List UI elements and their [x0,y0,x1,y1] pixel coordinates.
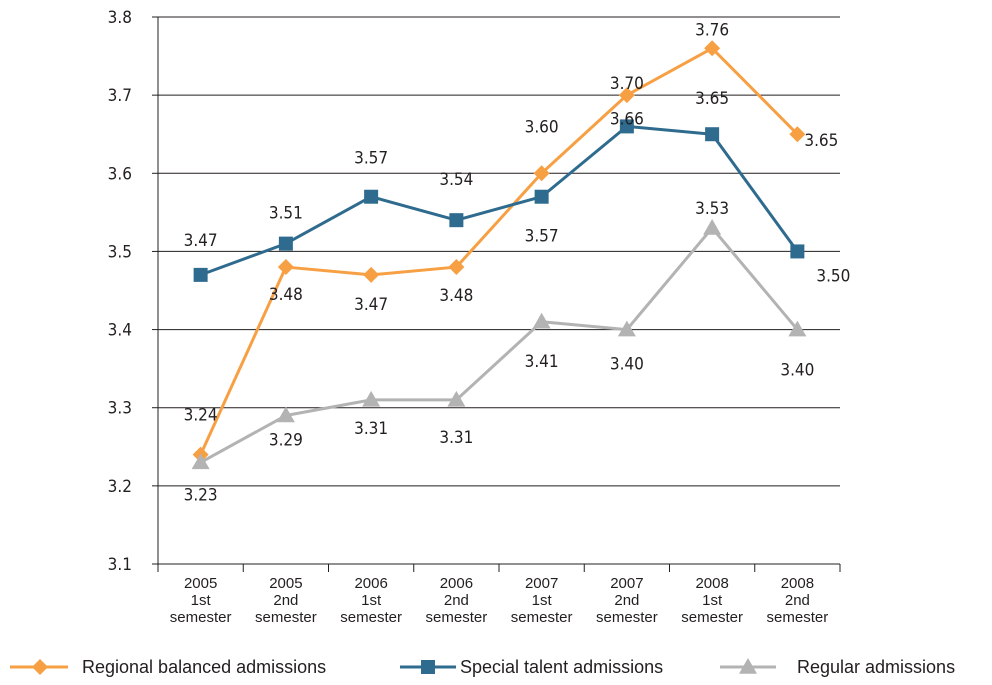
legend-marker-1 [421,660,435,674]
data-label: 3.31 [354,419,388,439]
series-line-1 [200,124,799,277]
data-label: 3.70 [610,74,644,94]
data-label: 3.57 [525,227,559,247]
series-1-point [705,127,720,142]
series-0-point [618,87,635,104]
data-label: 3.24 [184,406,218,426]
data-label: 3.66 [610,109,644,129]
data-label: 3.50 [816,266,850,286]
series-0-point [789,126,806,143]
x-tick-label: 2005 2nd semester [255,575,317,626]
data-label: 3.29 [269,431,303,451]
series-0-point [363,266,380,283]
data-label: 3.76 [695,20,729,40]
y-tick-label: 3.2 [108,477,132,497]
y-tick-label: 3.7 [108,86,132,106]
series-2-point [532,312,551,329]
data-label: 3.54 [439,170,473,190]
data-label: 3.51 [269,204,303,224]
gridlines [158,16,840,487]
legend-marker-2 [739,658,757,674]
x-tick-label: 2006 1st semester [340,575,402,626]
data-label: 3.57 [354,149,388,169]
series-2-point [788,320,807,337]
series-1-point [534,189,549,204]
series-lines [199,46,799,464]
data-labels: 3.24 3.48 3.47 3.48 3.60 3.70 3.76 3.65 3.47 3.51… [184,20,851,505]
data-label: 3.47 [354,295,388,315]
series-1-point [790,244,805,259]
series-1-point [449,213,464,228]
series-2-point [617,320,636,337]
data-label: 3.40 [610,355,644,375]
data-label: 3.48 [269,285,303,305]
series-1-point [619,119,634,134]
data-label: 3.65 [804,131,838,151]
series-1-point [364,189,379,204]
x-tick-label: 2006 2nd semester [426,575,488,626]
series-2-point [191,453,210,470]
data-label: 3.65 [695,89,729,109]
data-label: 3.60 [525,117,559,137]
data-label: 3.23 [184,485,218,505]
series-2-point [447,390,466,407]
data-label: 3.41 [525,352,559,372]
data-label: 3.31 [439,428,473,448]
data-label: 3.48 [439,286,473,306]
x-tick-label: 2008 2nd semester [767,575,829,626]
y-tick-label: 3.5 [108,242,132,262]
series-markers [191,40,807,470]
series-line-0 [199,46,799,456]
y-tick-label: 3.3 [108,399,132,419]
legend-label-0: Regional balanced admissions [82,657,326,677]
series-0-point [448,259,465,276]
series-2-point [362,390,381,407]
data-label: 3.47 [184,231,218,251]
x-tick-label: 2007 1st semester [511,575,573,626]
legend-label-1: Special talent admissions [460,657,663,677]
y-tick-label: 3.6 [108,164,132,184]
series-2-point [276,406,295,423]
legend: Regional balanced admissions Special tale… [10,657,955,677]
series-1-point [193,267,208,282]
series-0-point [704,40,721,57]
x-tick-label: 2007 2nd semester [596,575,658,626]
series-0-point [533,165,550,182]
y-tick-label: 3.1 [108,555,132,575]
legend-marker-0 [32,659,48,675]
y-tick-label: 3.4 [108,321,132,341]
series-2-point [703,218,722,235]
y-tick-labels: 3.1 3.2 3.3 3.4 3.5 3.6 3.7 3.8 [108,8,132,575]
legend-label-2: Regular admissions [797,657,955,677]
y-tick-label: 3.8 [108,8,132,28]
series-1-point [278,236,293,251]
data-label: 3.53 [695,199,729,219]
axes [152,16,841,572]
x-tick-label: 2008 1st semester [681,575,743,626]
series-line-2 [199,226,799,464]
data-label: 3.40 [780,361,814,381]
series-0-point [277,259,294,276]
x-tick-labels: 2005 1st semester 2005 2nd semester 2006 1st sem… [170,575,828,626]
x-tick-label: 2005 1st semester [170,575,232,626]
